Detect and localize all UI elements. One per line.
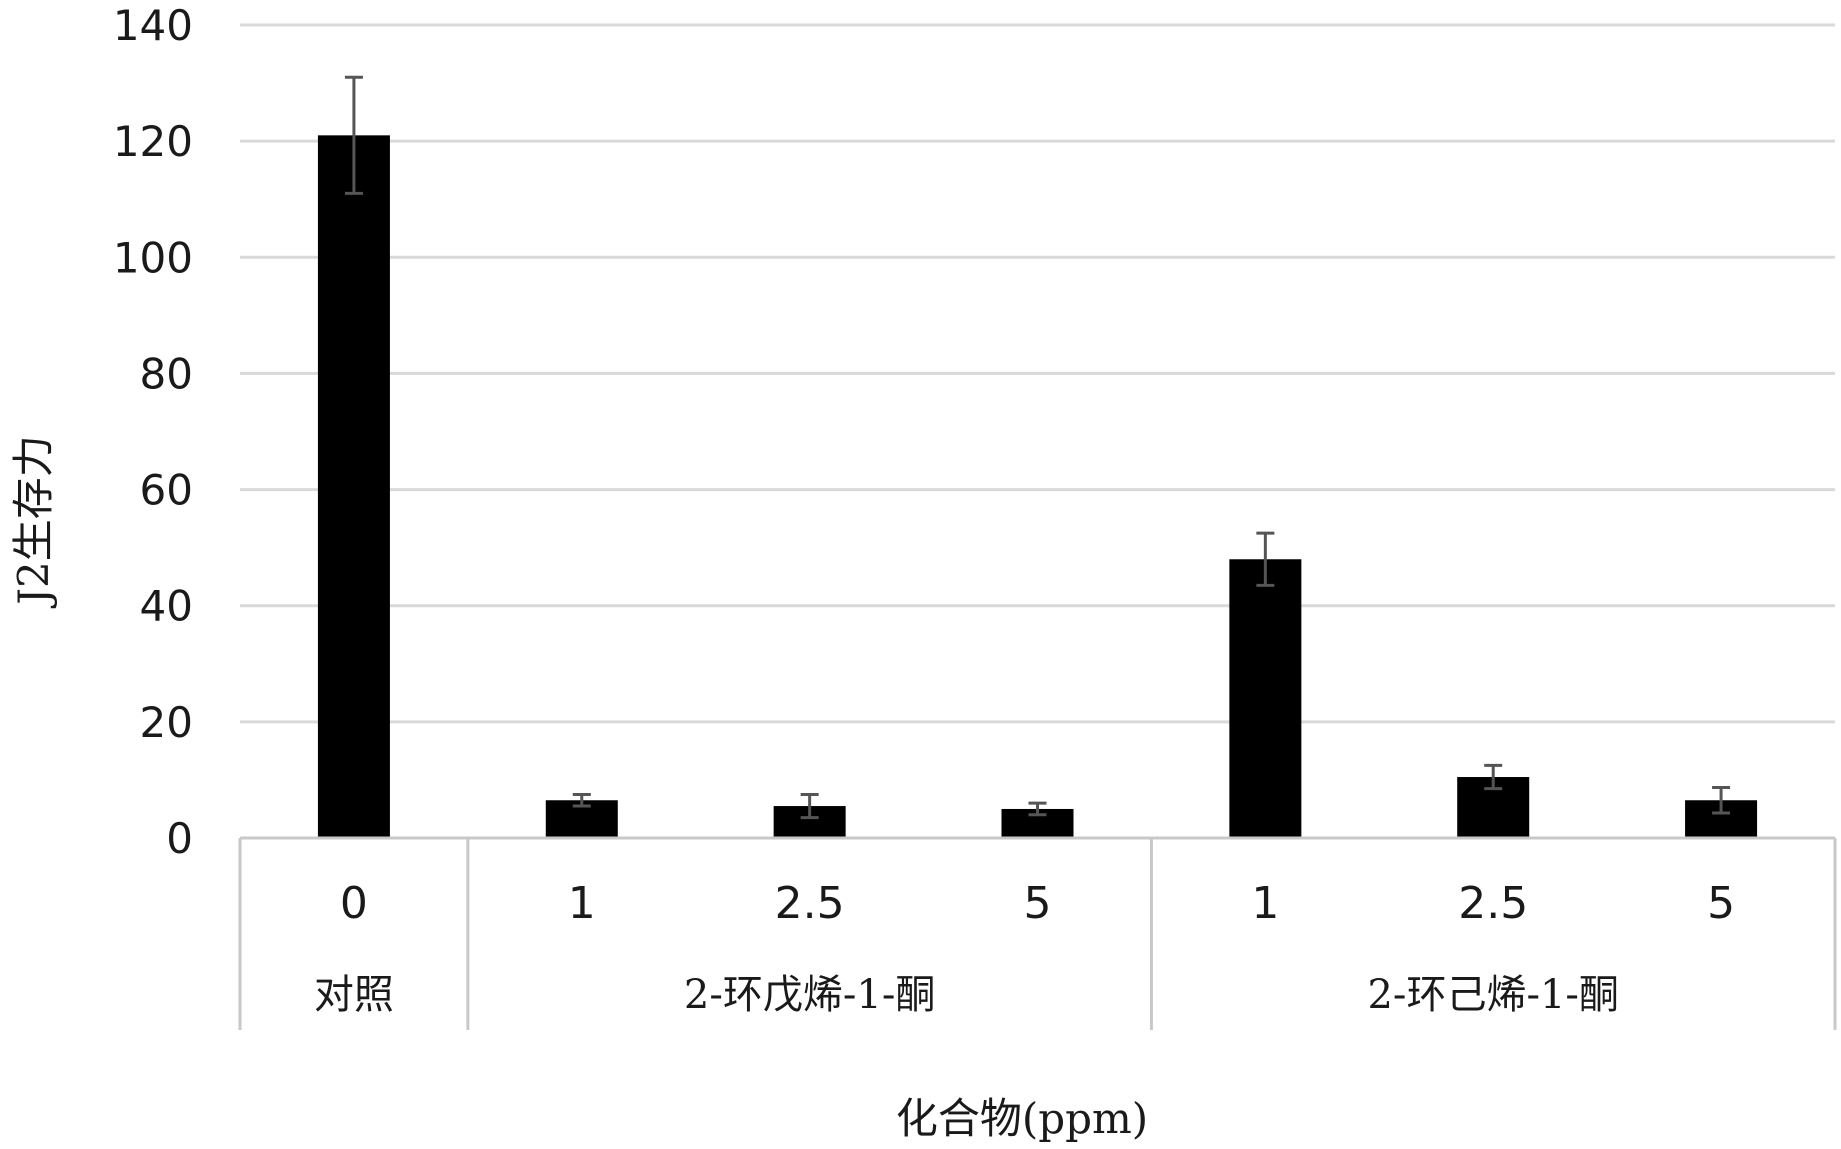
category-label: 1	[568, 878, 596, 929]
bars	[317, 135, 1758, 839]
y-axis-ticks: 0 20 40 60 80 100 120 140	[113, 1, 193, 863]
category-label: 5	[1707, 878, 1735, 929]
y-tick-label: 100	[113, 233, 193, 282]
category-label: 1	[1251, 878, 1279, 929]
category-label: 2.5	[1458, 878, 1528, 929]
category-label: 2.5	[775, 878, 845, 929]
y-tick-label: 0	[166, 814, 193, 863]
category-label: 0	[340, 878, 368, 929]
bar	[1229, 559, 1302, 838]
y-tick-label: 60	[140, 466, 193, 515]
category-label: 5	[1024, 878, 1052, 929]
y-tick-label: 40	[140, 582, 193, 631]
y-tick-label: 20	[140, 698, 193, 747]
group-label: 2-环己烯-1-酮	[1367, 972, 1618, 1018]
y-tick-label: 120	[113, 117, 193, 166]
group-label: 2-环戊烯-1-酮	[684, 972, 935, 1018]
y-tick-label: 80	[140, 349, 193, 398]
bar	[317, 135, 390, 839]
gridlines	[240, 23, 1835, 724]
error-bars	[344, 75, 1731, 820]
x-axis: 0 1 2.5 5 1 2.5 5 对照 2-环戊烯-1-酮 2-环己烯-1-酮	[238, 836, 1837, 1030]
y-axis-title: J2生存力	[9, 435, 58, 609]
y-tick-label: 140	[113, 1, 193, 50]
group-label: 对照	[314, 972, 394, 1018]
x-axis-title: 化合物(ppm)	[896, 1094, 1148, 1143]
